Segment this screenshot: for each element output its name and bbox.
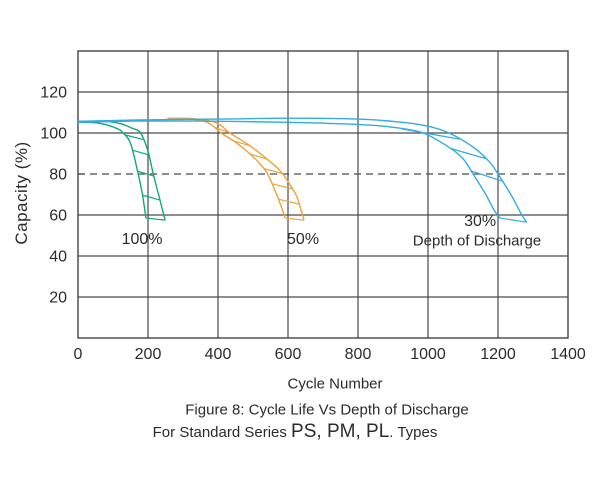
dod-100-hatch-close <box>145 217 166 221</box>
y-tick-label-80: 80 <box>49 167 67 184</box>
annotation-dod-50: 50% <box>287 231 320 248</box>
dod-50-hatch-4 <box>271 183 293 190</box>
x-tick-label-0: 0 <box>74 346 83 363</box>
y-tick-label-20: 20 <box>49 290 67 307</box>
dod-30-hatch-1 <box>450 147 487 160</box>
series-caption: For Standard Series PS, PM, PL. Types <box>153 421 438 443</box>
series-caption-series-names: PS, PM, PL <box>291 421 390 442</box>
figure-caption: Figure 8: Cycle Life Vs Depth of Dischar… <box>185 401 469 419</box>
x-tick-label-1200: 1200 <box>480 346 516 363</box>
dod-30-hatch-close <box>500 217 527 223</box>
x-axis-title: Cycle Number <box>287 375 383 393</box>
dod-50-inner-curve <box>186 118 286 219</box>
dod-30-hatch-2 <box>470 170 503 182</box>
y-tick-label-40: 40 <box>49 249 67 266</box>
dod-100-inner-curve <box>77 121 147 219</box>
dod-100-hatch-1 <box>132 149 149 156</box>
x-tick-label-1000: 1000 <box>410 346 446 363</box>
x-tick-label-600: 600 <box>275 346 302 363</box>
dod-100-hatch-0 <box>124 134 144 141</box>
dod-100-hatch-2 <box>137 170 154 177</box>
y-tick-label-100: 100 <box>40 126 67 143</box>
dod-50-hatch-3 <box>263 167 282 174</box>
x-tick-label-400: 400 <box>205 346 232 363</box>
dod-50-hatch-close <box>285 217 305 221</box>
dod-50-hatch-5 <box>278 198 300 205</box>
dod-30-hatch-0 <box>401 128 460 140</box>
x-tick-label-200: 200 <box>135 346 162 363</box>
dod-30-outer-curve <box>77 117 528 223</box>
annotation-dod-30: 30% <box>464 212 497 230</box>
y-axis-title: Capacity (%) <box>12 141 31 245</box>
plot-border <box>77 50 569 339</box>
dod-50-hatch-1 <box>233 140 250 147</box>
y-tick-label-60: 60 <box>49 208 67 225</box>
annotation-dod-100: 100% <box>121 231 163 248</box>
dod-50-hatch-2 <box>249 153 268 160</box>
dod-100-outer-curve <box>77 120 166 221</box>
dod-50-hatch-0 <box>214 126 230 133</box>
annotation-depth-of-discharge: Depth of Discharge <box>412 232 542 250</box>
series-caption-prefix: For Standard Series <box>152 424 292 441</box>
x-tick-label-1400: 1400 <box>550 346 586 363</box>
y-tick-label-120: 120 <box>40 85 67 102</box>
series-caption-suffix: . Types <box>389 424 438 441</box>
x-tick-label-800: 800 <box>345 346 372 363</box>
dod-100-hatch-3 <box>142 194 161 201</box>
